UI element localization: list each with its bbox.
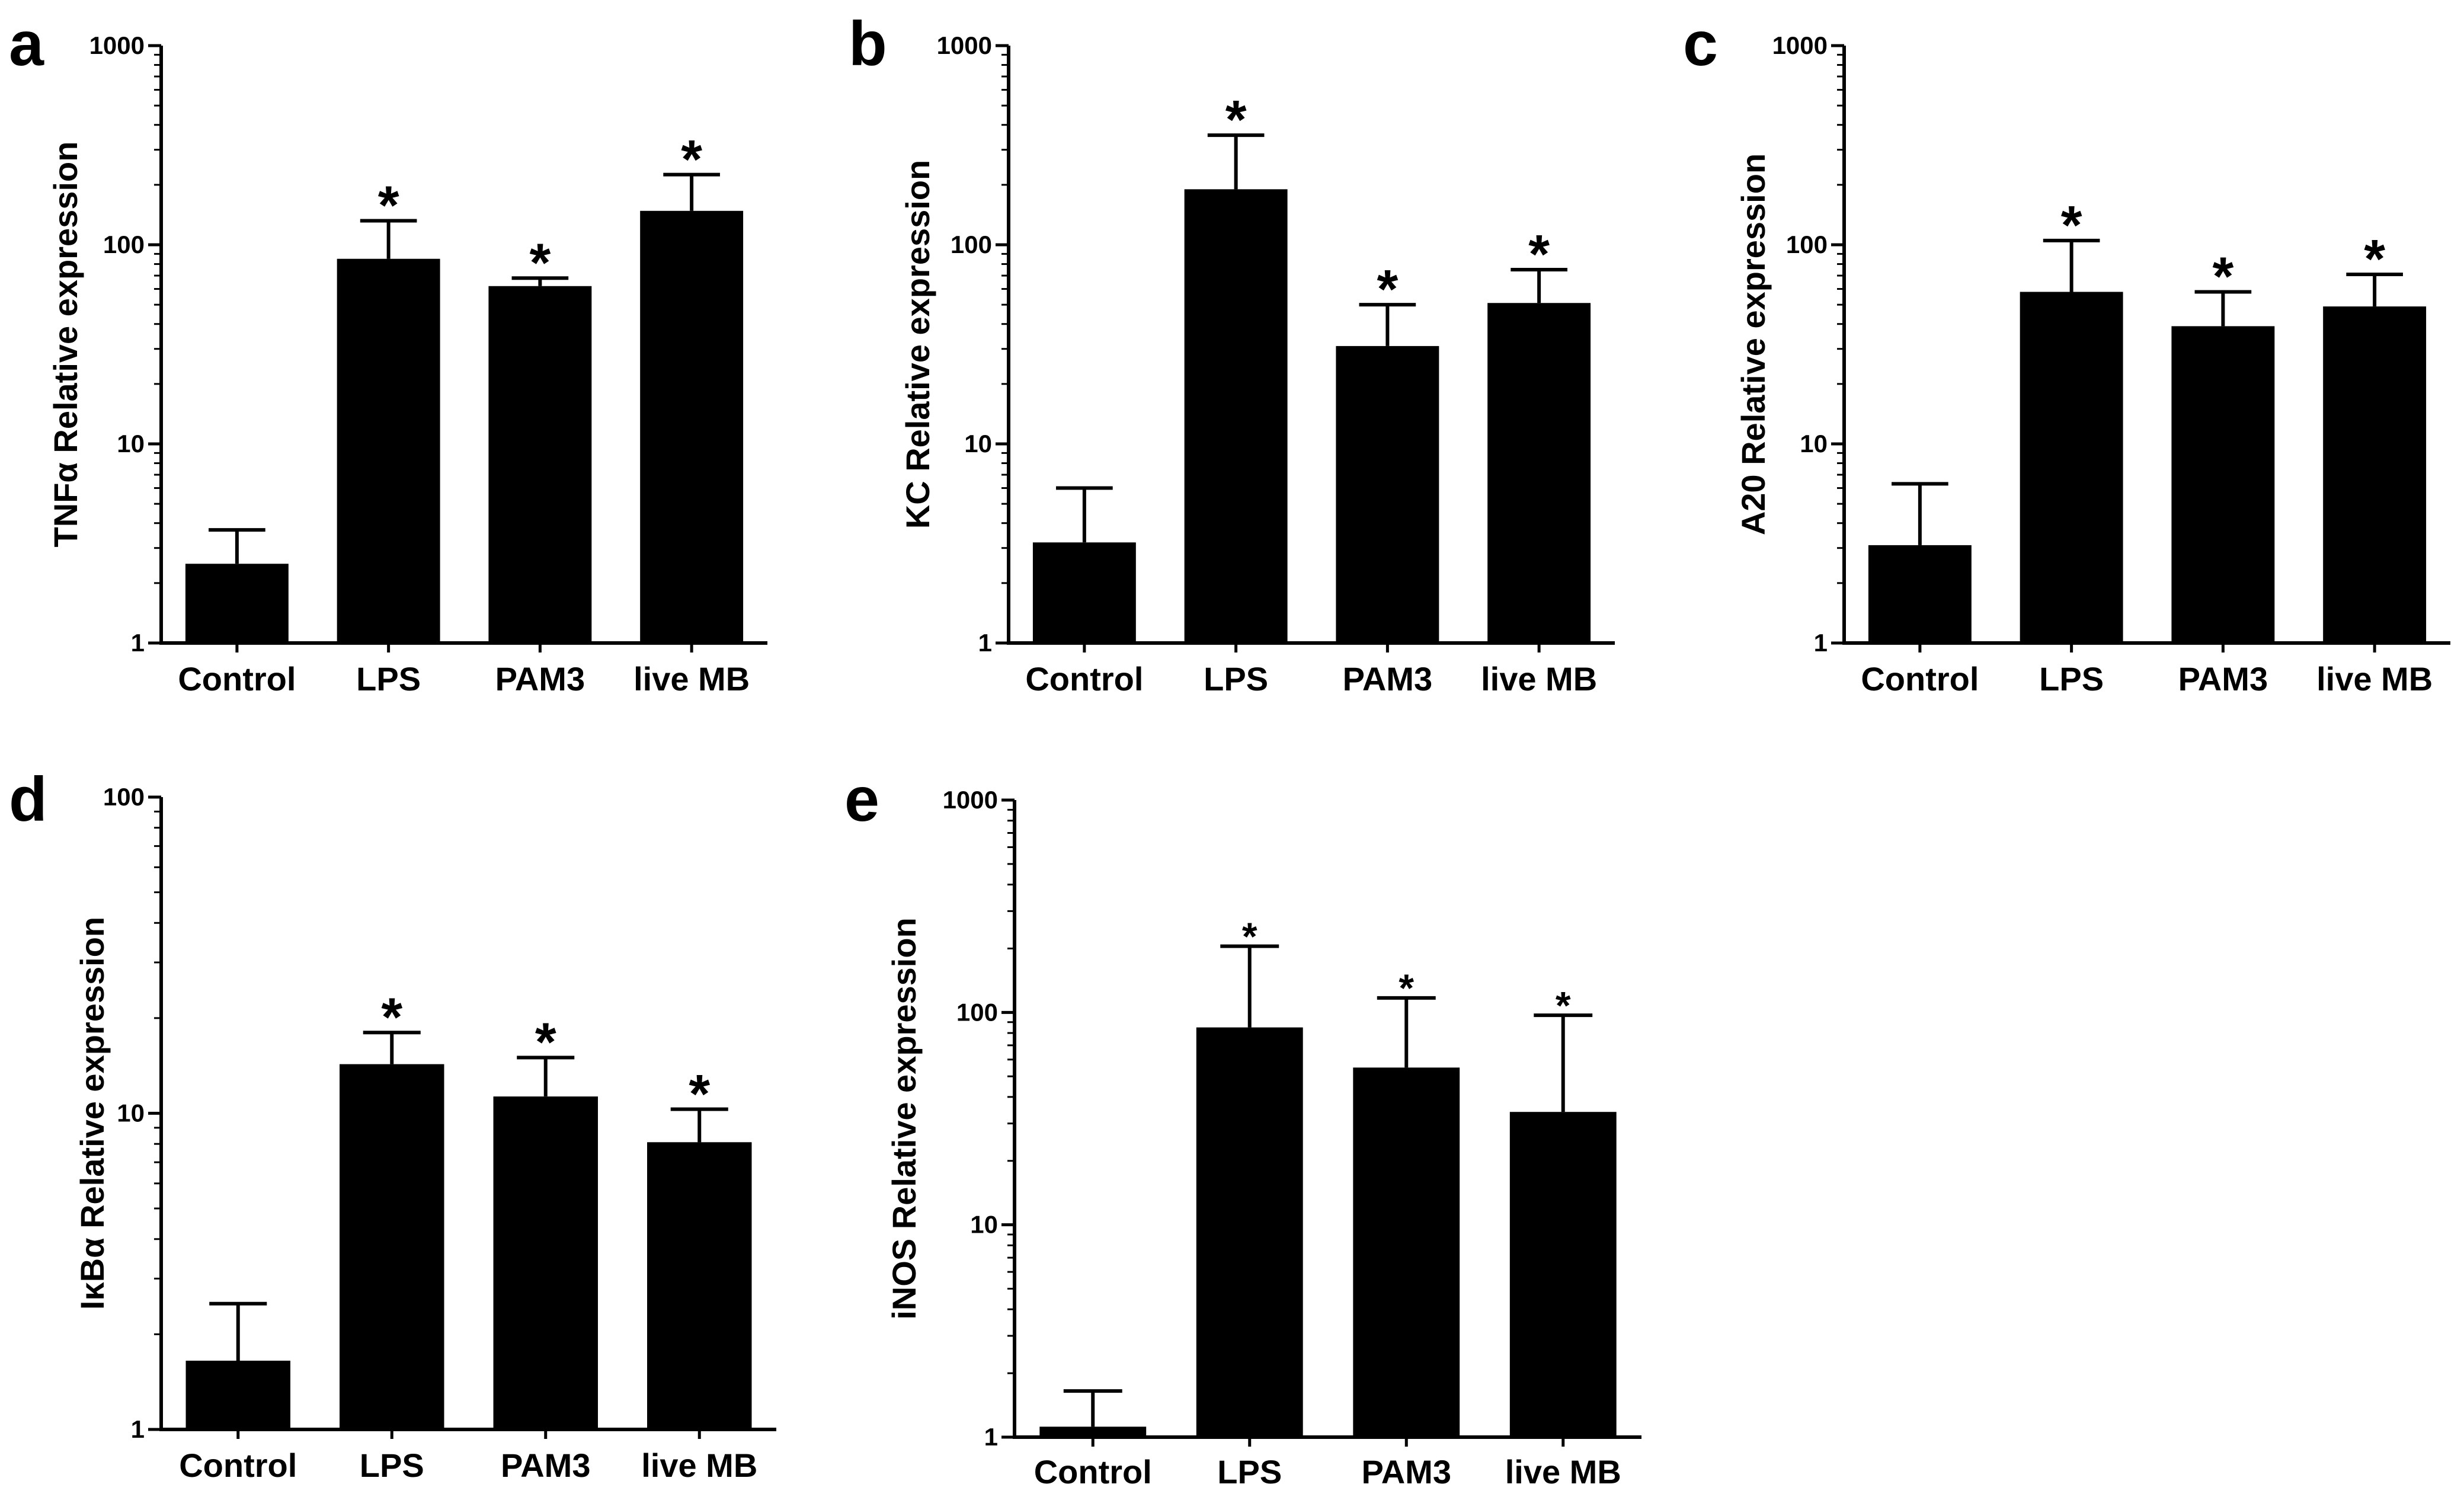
category-label-d-1: LPS xyxy=(360,1447,424,1484)
panel-letter-e: e xyxy=(844,765,879,834)
significance-star-d-1: * xyxy=(381,987,402,1048)
bar-c-1 xyxy=(2020,292,2123,644)
panel-letter-c: c xyxy=(1683,9,1718,79)
bar-d-3 xyxy=(647,1142,752,1429)
panel-b: b 1 10 100 1000 Control LPS * PAM3 * live MB * KC Re… xyxy=(849,9,1615,698)
y-tick-label: 100 xyxy=(103,783,145,811)
category-label-b-2: PAM3 xyxy=(1343,660,1432,698)
y-tick-label: 10 xyxy=(117,430,145,458)
bar-c-3 xyxy=(2323,306,2427,643)
y-tick-label: 1000 xyxy=(943,786,998,814)
significance-star-a-2: * xyxy=(529,233,551,293)
bar-a-0 xyxy=(185,564,289,643)
significance-star-d-3: * xyxy=(689,1064,710,1124)
panel-letter-d: d xyxy=(9,765,47,834)
category-label-e-1: LPS xyxy=(1217,1453,1282,1490)
y-axis-label-d: IκBα Relative expression xyxy=(73,917,111,1310)
bar-a-1 xyxy=(337,258,440,644)
significance-star-b-1: * xyxy=(1225,90,1247,151)
category-label-c-3: live MB xyxy=(2316,660,2433,698)
significance-star-b-2: * xyxy=(1377,260,1398,320)
significance-star-e-2: * xyxy=(1399,966,1414,1010)
category-label-e-2: PAM3 xyxy=(1362,1453,1451,1490)
category-label-b-1: LPS xyxy=(1204,660,1268,698)
y-axis-label-c: A20 Relative expression xyxy=(1735,153,1772,535)
category-label-d-0: Control xyxy=(179,1447,297,1484)
bar-d-2 xyxy=(493,1096,598,1429)
y-tick-label: 100 xyxy=(951,231,992,258)
panel-letter-a: a xyxy=(9,9,44,79)
y-tick-label: 1 xyxy=(978,629,992,657)
category-label-b-3: live MB xyxy=(1481,660,1597,698)
bar-a-3 xyxy=(640,210,744,643)
y-tick-label: 100 xyxy=(103,231,145,258)
category-label-a-2: PAM3 xyxy=(495,660,585,698)
bar-e-3 xyxy=(1509,1112,1617,1437)
y-tick-label: 1 xyxy=(131,629,145,657)
panel-letter-b: b xyxy=(849,9,887,79)
category-label-c-0: Control xyxy=(1861,660,1979,698)
significance-star-e-1: * xyxy=(1242,914,1257,958)
category-label-d-3: live MB xyxy=(641,1447,757,1484)
panel-d: d 1 10 100 Control LPS * PAM3 * live MB * IκBα Rela… xyxy=(9,765,776,1484)
bar-b-2 xyxy=(1336,346,1439,643)
bar-e-0 xyxy=(1039,1426,1147,1437)
category-label-c-1: LPS xyxy=(2039,660,2104,698)
y-tick-label: 10 xyxy=(964,430,992,458)
panel-a: a 1 10 100 1000 Control LPS * PAM3 * live MB * TNFα … xyxy=(9,9,767,698)
y-tick-label: 1000 xyxy=(1772,31,1828,59)
y-tick-label: 1 xyxy=(1814,629,1828,657)
category-label-e-0: Control xyxy=(1034,1453,1152,1490)
y-tick-label: 100 xyxy=(1786,231,1828,258)
bar-b-3 xyxy=(1487,303,1591,643)
y-tick-label: 10 xyxy=(117,1099,145,1127)
bar-e-1 xyxy=(1196,1027,1303,1437)
y-axis-label-a: TNFα Relative expression xyxy=(47,142,84,548)
category-label-c-2: PAM3 xyxy=(2178,660,2268,698)
category-label-b-0: Control xyxy=(1025,660,1143,698)
significance-star-a-3: * xyxy=(681,129,702,190)
bar-a-2 xyxy=(488,286,592,644)
significance-star-b-3: * xyxy=(1528,225,1550,285)
category-label-a-3: live MB xyxy=(633,660,750,698)
significance-star-a-1: * xyxy=(378,175,399,236)
bar-e-2 xyxy=(1353,1067,1460,1437)
y-tick-label: 10 xyxy=(970,1211,998,1239)
y-axis-label-b: KC Relative expression xyxy=(899,160,936,529)
category-label-d-2: PAM3 xyxy=(501,1447,590,1484)
bar-d-0 xyxy=(185,1360,290,1429)
category-label-a-1: LPS xyxy=(356,660,421,698)
y-axis-label-e: iNOS Relative expression xyxy=(885,917,923,1320)
y-tick-label: 1000 xyxy=(937,31,992,59)
significance-star-c-2: * xyxy=(2212,247,2233,307)
category-label-e-3: live MB xyxy=(1505,1453,1621,1490)
y-tick-label: 1 xyxy=(984,1423,998,1451)
y-tick-label: 1000 xyxy=(89,31,145,59)
bar-c-0 xyxy=(1868,545,1972,643)
y-tick-label: 10 xyxy=(1800,430,1828,458)
bar-c-2 xyxy=(2171,326,2275,643)
y-tick-label: 100 xyxy=(956,998,998,1026)
significance-star-c-1: * xyxy=(2061,195,2082,255)
panel-c: c 1 10 100 1000 Control LPS * PAM3 * live MB * A20 R… xyxy=(1683,9,2450,698)
bar-b-0 xyxy=(1032,542,1136,643)
category-label-a-0: Control xyxy=(178,660,296,698)
bar-b-1 xyxy=(1184,189,1288,644)
y-tick-label: 1 xyxy=(131,1415,145,1443)
significance-star-e-3: * xyxy=(1556,983,1571,1027)
significance-star-c-3: * xyxy=(2364,229,2385,290)
panel-e: e 1 10 100 1000 Control LPS * PAM3 * live MB * iNOS … xyxy=(844,765,1641,1490)
significance-star-d-2: * xyxy=(535,1012,556,1073)
bar-d-1 xyxy=(340,1064,444,1429)
